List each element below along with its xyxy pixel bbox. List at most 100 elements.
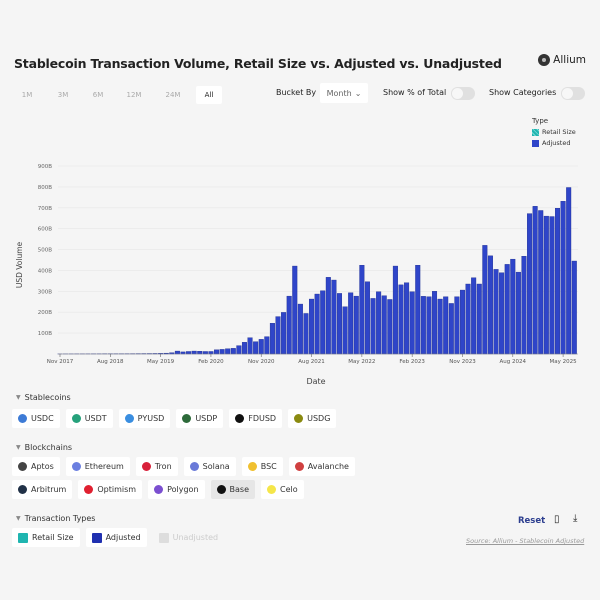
bar bbox=[180, 351, 186, 355]
caret-down-icon: ▼ bbox=[16, 394, 21, 401]
chevron-down-icon: ⌄ bbox=[354, 88, 362, 98]
download-icon[interactable]: ⤓ bbox=[573, 513, 578, 524]
range-6m[interactable]: 6M bbox=[92, 91, 104, 99]
bar bbox=[297, 303, 303, 355]
range-all[interactable]: All bbox=[196, 86, 222, 104]
range-3m[interactable]: 3M bbox=[57, 91, 69, 99]
optimism-icon bbox=[84, 485, 94, 494]
filter-chip-bsc[interactable]: BSC bbox=[241, 457, 283, 476]
bar-chart: 100B 200B 300B 400B 500B 600B 700B 800B 900B USD … bbox=[15, 164, 578, 386]
bar bbox=[309, 298, 315, 355]
avalanche-icon bbox=[294, 462, 304, 471]
filter-chip-tron[interactable]: Tron bbox=[135, 457, 178, 476]
chip-label: Solana bbox=[202, 462, 230, 471]
bar bbox=[303, 313, 309, 355]
bar bbox=[532, 206, 538, 355]
filter-chip-pyusd[interactable]: PYUSD bbox=[118, 409, 171, 428]
bar bbox=[409, 291, 415, 355]
bar bbox=[348, 292, 354, 355]
y-tick-label: 500B bbox=[38, 248, 52, 254]
y-tick-label: 700B bbox=[38, 206, 52, 212]
base-icon bbox=[216, 485, 226, 494]
bar bbox=[437, 298, 443, 355]
x-tick-label: May 2025 bbox=[550, 359, 578, 365]
bar bbox=[247, 337, 253, 355]
filter-chip-aptos[interactable]: Aptos bbox=[12, 457, 60, 476]
filter-chip-optimism[interactable]: Optimism bbox=[78, 480, 143, 499]
source-link[interactable]: Source: Allium - Stablecoin Adjusted bbox=[466, 537, 585, 545]
range-24m[interactable]: 24M bbox=[165, 91, 181, 99]
chip-label: Adjusted bbox=[105, 533, 141, 542]
filter-chip-adjusted[interactable]: Adjusted bbox=[85, 528, 147, 547]
chip-label: Unadjusted bbox=[172, 533, 219, 542]
filter-chip-retail size[interactable]: Retail Size bbox=[12, 528, 80, 547]
range-1m[interactable]: 1M bbox=[21, 91, 33, 99]
chip-label: Aptos bbox=[31, 462, 54, 471]
bar bbox=[387, 299, 393, 355]
legend-item-adjusted[interactable]: Adjusted bbox=[532, 139, 576, 147]
usdg-icon bbox=[294, 414, 304, 423]
filter-chip-usdt[interactable]: USDT bbox=[65, 409, 113, 428]
x-tick-label: Nov 2023 bbox=[449, 359, 476, 365]
bar bbox=[398, 284, 404, 355]
bar bbox=[219, 349, 225, 355]
bar bbox=[499, 272, 505, 355]
x-tick-label: Feb 2023 bbox=[399, 359, 425, 365]
logo-text: Allium bbox=[553, 54, 586, 66]
filter-chip-polygon[interactable]: Polygon bbox=[148, 480, 205, 499]
copy-icon[interactable]: ▯ bbox=[554, 514, 560, 525]
filter-chip-unadjusted[interactable]: Unadjusted bbox=[153, 528, 225, 547]
filter-chip-usdg[interactable]: USDG bbox=[288, 409, 337, 428]
filter-chip-arbitrum[interactable]: Arbitrum bbox=[12, 480, 73, 499]
bar bbox=[560, 201, 566, 355]
bar bbox=[515, 271, 521, 355]
filter-chip-usdc[interactable]: USDC bbox=[12, 409, 60, 428]
bsc-icon bbox=[247, 462, 257, 471]
show-pct-toggle[interactable] bbox=[451, 87, 475, 100]
filter-chip-ethereum[interactable]: Ethereum bbox=[65, 457, 130, 476]
adjusted-swatch bbox=[532, 139, 539, 147]
bar bbox=[527, 213, 533, 355]
bar bbox=[264, 336, 270, 355]
filter-chip-usdp[interactable]: USDP bbox=[176, 409, 224, 428]
chip-label: Celo bbox=[280, 485, 298, 494]
bar bbox=[269, 323, 275, 355]
bar bbox=[448, 303, 454, 355]
bar bbox=[493, 269, 499, 355]
bar bbox=[314, 293, 320, 355]
y-tick-label: 400B bbox=[38, 268, 52, 274]
chip-label: Optimism bbox=[97, 485, 137, 494]
filter-chip-celo[interactable]: Celo bbox=[261, 480, 304, 499]
polygon-icon bbox=[154, 485, 164, 494]
bar bbox=[370, 298, 376, 355]
show-categories-toggle[interactable] bbox=[561, 87, 585, 100]
stablecoins-section-header[interactable]: ▼ Stablecoins bbox=[16, 393, 71, 402]
bar bbox=[454, 296, 460, 355]
filter-chip-base[interactable]: Base bbox=[210, 480, 255, 499]
transaction-types-section-header[interactable]: ▼ Transaction Types bbox=[16, 514, 95, 523]
filter-chip-solana[interactable]: Solana bbox=[183, 457, 236, 476]
chart-legend: Type Retail Size Adjusted bbox=[532, 117, 576, 147]
usdp-icon bbox=[182, 414, 192, 423]
reset-button[interactable]: Reset bbox=[518, 516, 546, 526]
bucket-label: Bucket By bbox=[276, 88, 317, 97]
bar bbox=[320, 290, 326, 355]
chip-label: Arbitrum bbox=[31, 485, 67, 494]
chip-label: USDG bbox=[307, 414, 331, 423]
blockchains-section-header[interactable]: ▼ Blockchains bbox=[16, 443, 72, 452]
bar bbox=[538, 210, 544, 355]
filter-chip-avalanche[interactable]: Avalanche bbox=[288, 457, 355, 476]
allium-logo: Allium bbox=[538, 54, 586, 66]
pyusd-icon bbox=[124, 414, 134, 423]
bar bbox=[426, 296, 432, 355]
bar bbox=[225, 348, 231, 355]
bucket-select[interactable]: Month ⌄ bbox=[320, 83, 368, 103]
transaction-type-filters: Retail Size Adjusted Unadjusted bbox=[12, 528, 224, 547]
blockchain-filters-row: Aptos Ethereum Tron Solana BSC Avalanche bbox=[12, 457, 355, 476]
y-tick-label: 800B bbox=[38, 185, 52, 191]
bar bbox=[197, 351, 203, 355]
filter-chip-fdusd[interactable]: FDUSD bbox=[229, 409, 283, 428]
range-12m[interactable]: 12M bbox=[126, 91, 142, 99]
bar bbox=[482, 245, 488, 355]
legend-item-retail[interactable]: Retail Size bbox=[532, 128, 576, 136]
